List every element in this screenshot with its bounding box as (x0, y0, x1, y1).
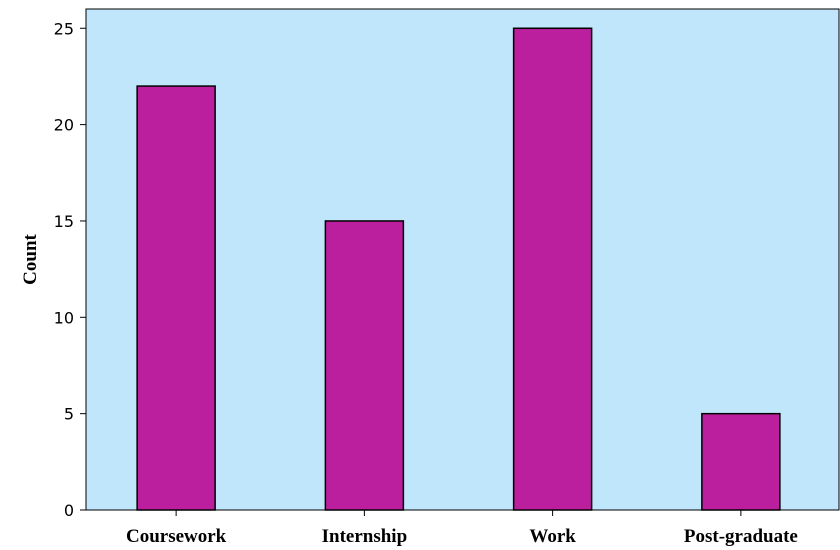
y-tick-label: 5 (64, 405, 74, 424)
y-tick-label: 20 (54, 116, 74, 135)
x-tick-label: Post-graduate (684, 526, 798, 547)
bar-coursework (136, 85, 216, 511)
y-tick-label: 0 (64, 501, 74, 520)
x-tick-label: Coursework (126, 526, 227, 547)
x-axis: Coursework Internship Work Post-graduate (126, 510, 798, 547)
bar-internship (324, 220, 405, 511)
y-tick-label: 15 (54, 212, 74, 231)
y-axis-title: Count (20, 233, 41, 284)
bar-post-graduate (701, 412, 781, 511)
y-axis: 0 5 10 15 20 25 (54, 19, 86, 520)
x-tick-label: Internship (322, 526, 408, 547)
x-tick-label: Work (529, 526, 576, 547)
bar-work (512, 27, 593, 511)
y-tick-label: 10 (54, 308, 74, 327)
y-tick-label: 25 (54, 19, 74, 38)
bar-group (136, 27, 781, 511)
